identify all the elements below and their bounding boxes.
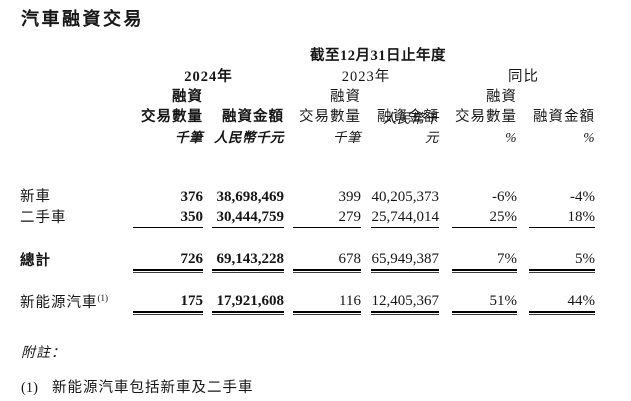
table-cell: -6% bbox=[492, 189, 517, 205]
table-units-row: 千筆 人民幣千元 千筆 人民幣千元 % % bbox=[20, 111, 595, 147]
table-cell: 726 bbox=[133, 249, 203, 273]
header-2024-amount: 融資金額 bbox=[222, 109, 284, 125]
table-cell: 25% bbox=[452, 207, 517, 228]
table-subheader-row: 交易數量 融資金額 交易數量 融資金額 交易數量 融資金額 bbox=[20, 107, 595, 127]
table-cell: 376 bbox=[180, 189, 204, 205]
unit-yoy-count: % bbox=[505, 130, 517, 145]
table-cell: 40,205,373 bbox=[371, 189, 440, 205]
row-label-text: 新能源汽車 bbox=[20, 295, 98, 311]
table-cell: 399 bbox=[338, 189, 362, 205]
table-cell: 12,405,367 bbox=[371, 291, 439, 315]
header-yoy-fin: 融資 bbox=[486, 89, 517, 105]
table-cell: 279 bbox=[293, 207, 361, 228]
row-label: 總計 bbox=[20, 253, 51, 269]
table-row-nev: 新能源汽車(1) 175 17,921,608 116 12,405,367 5… bbox=[20, 291, 595, 315]
table-row-new-car: 新車 376 38,698,469 399 40,205,373 -6% -4% bbox=[20, 186, 595, 207]
header-yoy-count: 交易數量 bbox=[455, 109, 517, 125]
header-2023-fin: 融資 bbox=[330, 89, 361, 105]
table-cell: 25,744,014 bbox=[371, 207, 439, 228]
header-2023-count: 交易數量 bbox=[299, 109, 361, 125]
table-cell: 678 bbox=[293, 249, 361, 273]
footnote-marker: (1) bbox=[21, 380, 38, 396]
header-2024-fin: 融資 bbox=[172, 89, 203, 105]
unit-2023-count: 千筆 bbox=[333, 130, 361, 145]
row-label: 新車 bbox=[20, 189, 51, 205]
header-2023-amount: 融資金額 bbox=[377, 109, 439, 125]
row-label: 二手車 bbox=[20, 210, 67, 226]
table-row-used-car: 二手車 350 30,444,759 279 25,744,014 25% 18… bbox=[20, 207, 595, 228]
table-cell: 18% bbox=[529, 207, 595, 228]
table-cell: 116 bbox=[293, 291, 361, 315]
table-cell: 17,921,608 bbox=[212, 291, 284, 315]
footnote-1: (1) 新能源汽車包括新車及二手車 bbox=[21, 376, 254, 397]
table-period-row: 截至12月31日止年度 bbox=[20, 44, 595, 66]
unit-2024-count: 千筆 bbox=[175, 130, 203, 145]
financing-table: 截至12月31日止年度 2024年 2023年 同比 融資 融資 融資 交易數量… bbox=[20, 44, 595, 315]
unit-2023-amount: 人民幣千元 bbox=[383, 111, 439, 145]
header-2024-count: 交易數量 bbox=[141, 109, 203, 125]
table-cell: 30,444,759 bbox=[212, 207, 284, 228]
spacer bbox=[20, 147, 595, 186]
header-yoy-amount: 融資金額 bbox=[533, 109, 595, 125]
table-cell: 5% bbox=[529, 249, 595, 273]
notes-heading: 附註： bbox=[21, 346, 66, 361]
unit-yoy-amount: % bbox=[583, 130, 595, 145]
table-cell: 65,949,387 bbox=[371, 249, 439, 273]
footnote-text: 新能源汽車包括新車及二手車 bbox=[52, 380, 254, 396]
table-cell: 7% bbox=[452, 249, 517, 273]
page-title: 汽車融資交易 bbox=[21, 9, 144, 29]
table-cell: -4% bbox=[570, 189, 595, 205]
col-group-2023: 2023年 bbox=[341, 69, 391, 85]
unit-2024-amount: 人民幣千元 bbox=[214, 130, 284, 145]
table-row-total: 總計 726 69,143,228 678 65,949,387 7% 5% bbox=[20, 249, 595, 273]
col-group-2024: 2024年 bbox=[184, 69, 233, 85]
table-subheader-fin-row: 融資 融資 融資 bbox=[20, 87, 595, 107]
spacer bbox=[20, 228, 595, 250]
table-cell: 175 bbox=[133, 291, 203, 315]
table-cell: 350 bbox=[133, 207, 203, 228]
row-label: 新能源汽車(1) bbox=[20, 288, 133, 313]
table-year-row: 2024年 2023年 同比 bbox=[20, 66, 595, 87]
period-header: 截至12月31日止年度 bbox=[310, 48, 446, 64]
table-cell: 69,143,228 bbox=[212, 249, 284, 273]
col-group-yoy: 同比 bbox=[508, 69, 539, 85]
footnote-ref: (1) bbox=[97, 293, 109, 303]
table-cell: 51% bbox=[452, 291, 517, 315]
table-cell: 38,698,469 bbox=[216, 189, 285, 205]
table-cell: 44% bbox=[529, 291, 595, 315]
